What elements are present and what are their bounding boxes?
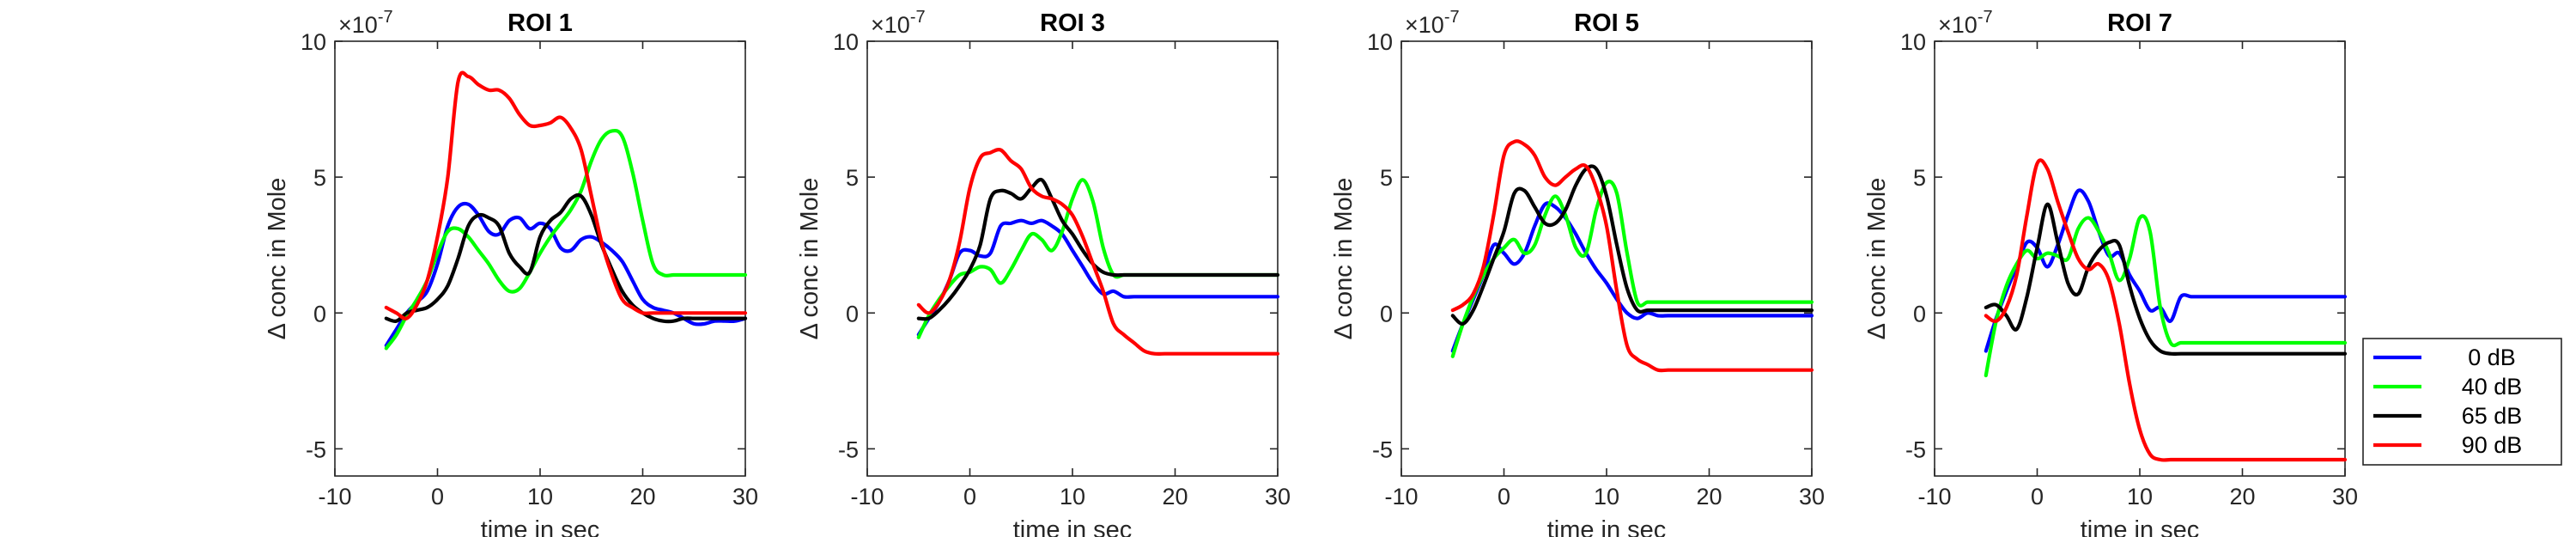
exponent-base: ×10: [1405, 12, 1444, 38]
series-line-40-db: [1450, 180, 1814, 358]
plot-area: [334, 40, 746, 477]
y-tick-label: 5: [1913, 165, 1926, 191]
series-line-40-db: [1984, 214, 2348, 378]
series-line-40-db: [384, 128, 748, 351]
exponent-power: -7: [378, 8, 393, 27]
x-tick-label: 0: [2031, 484, 2044, 510]
x-tick-label: 20: [1162, 484, 1188, 510]
x-axis-label: time in sec: [2081, 516, 2200, 537]
chart-panel-4: -10 0 10 20 30 -5 0 5 10 ×10-7 ROI 7 time in sec Δ c…: [1863, 8, 2358, 537]
series-line-65-db: [916, 177, 1280, 321]
x-tick-label: -10: [1917, 484, 1951, 510]
x-tick-label: 0: [963, 484, 976, 510]
exponent-power: -7: [1444, 8, 1460, 27]
chart-title: ROI 1: [507, 9, 573, 37]
y-tick-label: -5: [838, 436, 859, 462]
exponent-power: -7: [1978, 8, 1993, 27]
series-line-90-db: [384, 70, 748, 320]
y-tick-label: 0: [313, 301, 326, 326]
x-tick-label: 30: [2332, 484, 2358, 510]
chart-title: ROI 5: [1574, 9, 1639, 37]
x-tick-label: 10: [1060, 484, 1085, 510]
series-line-90-db: [916, 148, 1280, 357]
exponent-base: ×10: [1938, 12, 1978, 38]
y-tick-label: 10: [301, 29, 326, 55]
series-line-65-db: [1450, 164, 1814, 326]
series-line-0-db: [916, 218, 1280, 337]
exponent-label: ×10-7: [871, 8, 926, 38]
exponent-label: ×10-7: [1405, 8, 1460, 38]
y-axis-label: Δ conc in Mole: [1330, 178, 1358, 340]
x-tick-label: -10: [1384, 484, 1418, 510]
series-line-0-db: [1984, 188, 2348, 353]
legend-label: 40 dB: [2462, 374, 2523, 400]
exponent-label: ×10-7: [1938, 8, 1993, 38]
x-axis-label: time in sec: [1013, 516, 1133, 537]
y-tick-label: -5: [306, 436, 326, 462]
y-tick-label: 5: [1380, 165, 1393, 191]
legend-label: 0 dB: [2468, 345, 2516, 370]
x-tick-label: 10: [1594, 484, 1619, 510]
y-tick-label: 5: [846, 165, 859, 191]
exponent-base: ×10: [871, 12, 910, 38]
series-line-90-db: [1984, 158, 2348, 462]
y-tick-label: -5: [1372, 436, 1393, 462]
chart-title: ROI 7: [2107, 9, 2172, 37]
legend-label: 65 dB: [2462, 403, 2523, 429]
y-tick-label: 0: [1380, 301, 1393, 326]
y-tick-label: 10: [833, 29, 859, 55]
chart-panel-2: -10 0 10 20 30 -5 0 5 10 ×10-7 ROI 3 time in sec Δ c…: [796, 8, 1291, 537]
exponent-label: ×10-7: [338, 8, 393, 38]
x-tick-label: 10: [527, 484, 553, 510]
x-tick-label: -10: [318, 484, 351, 510]
x-tick-label: 30: [1265, 484, 1291, 510]
exponent-base: ×10: [338, 12, 378, 38]
x-tick-label: 0: [1498, 484, 1510, 510]
x-tick-label: 30: [732, 484, 758, 510]
x-tick-label: -10: [850, 484, 884, 510]
y-tick-label: -5: [1905, 436, 1926, 462]
y-axis-label: Δ conc in Mole: [796, 178, 823, 340]
legend: 0 dB 40 dB 65 dB 90 dB: [2362, 338, 2562, 466]
plot-area: [1934, 40, 2346, 477]
x-tick-label: 10: [2127, 484, 2153, 510]
series-line-0-db: [1450, 201, 1814, 353]
chart-panel-1: -10 0 10 20 30 -5 0 5 10 ×10-7 ROI 1 time in sec Δ c…: [264, 8, 758, 537]
y-tick-label: 10: [1367, 29, 1393, 55]
y-tick-label: 0: [846, 301, 859, 326]
y-tick-label: 5: [313, 165, 326, 191]
x-axis-label: time in sec: [481, 516, 600, 537]
x-tick-label: 20: [1696, 484, 1722, 510]
y-tick-label: 0: [1913, 301, 1926, 326]
plot-area: [866, 40, 1279, 477]
chart-panel-3: -10 0 10 20 30 -5 0 5 10 ×10-7 ROI 5 time in sec Δ c…: [1330, 8, 1825, 537]
x-tick-label: 20: [2229, 484, 2255, 510]
chart-title: ROI 3: [1040, 9, 1105, 37]
x-tick-label: 0: [431, 484, 444, 510]
series-line-65-db: [384, 192, 748, 324]
legend-label: 90 dB: [2462, 432, 2523, 458]
exponent-power: -7: [910, 8, 926, 27]
plot-area: [1400, 40, 1813, 477]
y-axis-label: Δ conc in Mole: [264, 178, 291, 340]
series-line-65-db: [1984, 202, 2348, 357]
x-tick-label: 20: [629, 484, 655, 510]
x-tick-label: 30: [1799, 484, 1825, 510]
y-tick-label: 10: [1900, 29, 1926, 55]
series-line-90-db: [1450, 139, 1814, 373]
y-axis-label: Δ conc in Mole: [1863, 178, 1891, 340]
x-axis-label: time in sec: [1547, 516, 1667, 537]
